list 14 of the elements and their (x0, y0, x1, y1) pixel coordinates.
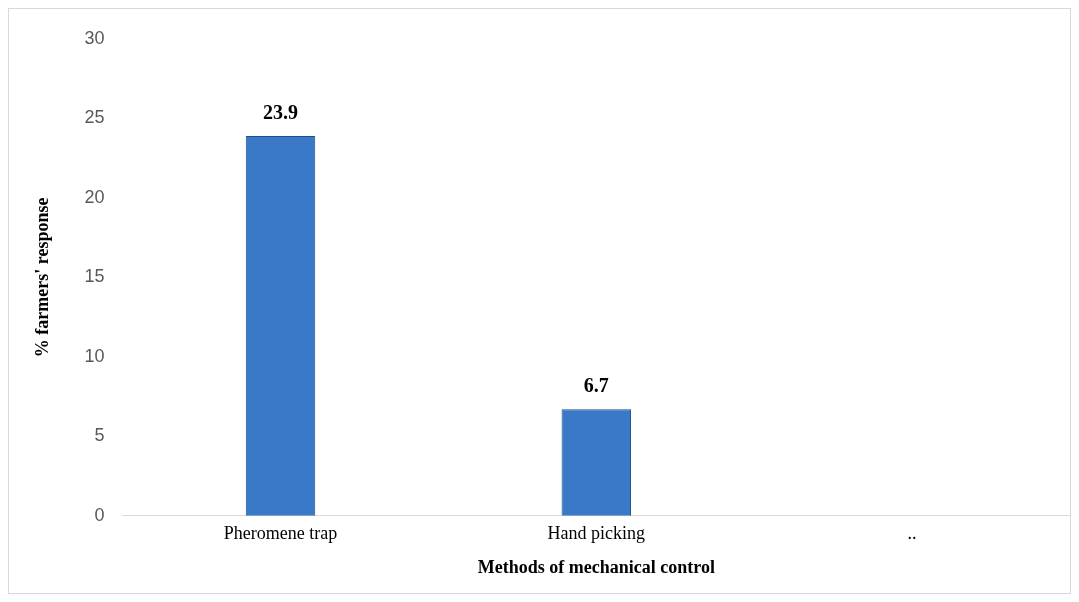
y-tick-label: 5 (94, 425, 105, 446)
y-tick-label: 10 (84, 345, 105, 366)
y-tick-label: 25 (84, 107, 105, 128)
y-tick-label: 15 (84, 266, 105, 287)
x-tick-label: Pheromene trap (223, 523, 338, 544)
y-tick-label: 20 (84, 186, 105, 207)
y-axis-title: % farmers' response (32, 197, 53, 358)
data-label: 6.7 (583, 374, 609, 397)
x-axis-title: Methods of mechanical control (477, 556, 715, 577)
y-tick-label: 30 (84, 27, 105, 48)
x-tick-label: .. (907, 523, 917, 544)
x-tick-label: Hand picking (547, 523, 646, 544)
data-label: 23.9 (263, 101, 299, 124)
y-tick-label: 0 (94, 504, 105, 525)
